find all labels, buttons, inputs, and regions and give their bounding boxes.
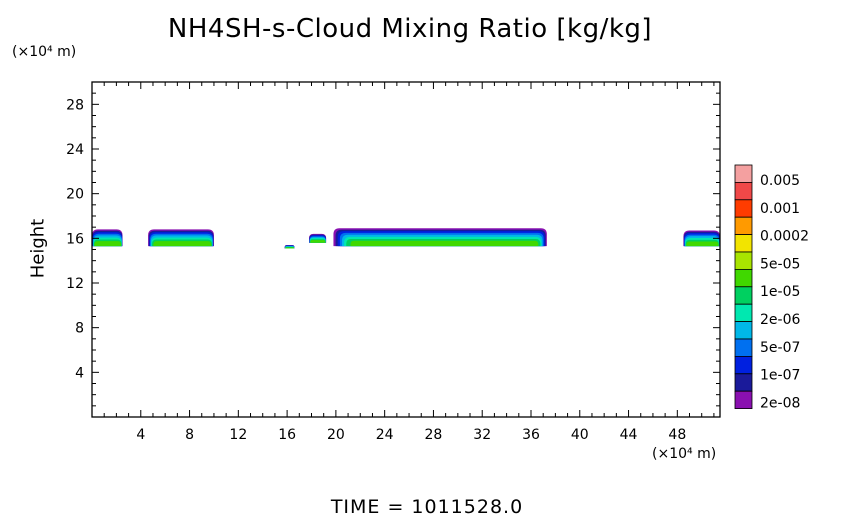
legend-swatch bbox=[734, 355, 753, 375]
x-tick-label: 40 bbox=[571, 427, 589, 443]
legend-label: 5e-07 bbox=[760, 340, 800, 356]
legend-swatch bbox=[734, 338, 753, 357]
legend-swatch bbox=[734, 390, 753, 410]
cloud-region bbox=[148, 229, 214, 247]
legend-swatch bbox=[734, 373, 753, 392]
legend-swatch bbox=[734, 286, 753, 305]
x-tick-label: 4 bbox=[136, 427, 145, 443]
x-tick-label: 12 bbox=[229, 427, 247, 443]
cloud-region bbox=[92, 229, 123, 247]
legend-swatch bbox=[734, 268, 753, 288]
y-axis-unit: (×10⁴ m) bbox=[12, 44, 77, 60]
cloud-region bbox=[309, 233, 327, 243]
chart-title: NH4SH-s-Cloud Mixing Ratio [kg/kg] bbox=[167, 14, 653, 44]
y-tick-label: 28 bbox=[66, 97, 84, 113]
legend-label: 0.001 bbox=[760, 201, 800, 217]
legend-swatch bbox=[734, 234, 753, 253]
y-tick-label: 16 bbox=[66, 231, 84, 247]
y-axis-label: Height bbox=[27, 218, 49, 279]
legend-label: 1e-05 bbox=[760, 284, 800, 300]
legend-swatch bbox=[734, 303, 753, 323]
cloud-region bbox=[284, 245, 295, 249]
legend-label: 5e-05 bbox=[760, 256, 800, 272]
x-tick-label: 20 bbox=[327, 427, 345, 443]
x-tick-label: 44 bbox=[620, 427, 638, 443]
y-tick-label: 20 bbox=[66, 187, 84, 203]
legend-swatch bbox=[734, 164, 753, 183]
x-tick-label: 16 bbox=[278, 427, 296, 443]
y-tick-label: 4 bbox=[75, 365, 84, 381]
legend-label: 2e-06 bbox=[760, 312, 800, 328]
legend-label: 2e-08 bbox=[760, 395, 800, 411]
legend-swatch bbox=[734, 216, 753, 235]
legend-swatch bbox=[734, 321, 753, 340]
cloud-region bbox=[683, 230, 720, 247]
x-tick-label: 32 bbox=[473, 427, 491, 443]
y-tick-label: 12 bbox=[66, 276, 84, 292]
legend-label: 0.0002 bbox=[760, 229, 809, 245]
x-tick-label: 8 bbox=[185, 427, 194, 443]
legend-swatch bbox=[734, 199, 753, 218]
plot-frame bbox=[91, 81, 721, 418]
x-tick-label: 24 bbox=[376, 427, 394, 443]
cloud-region bbox=[333, 228, 547, 247]
legend-swatch bbox=[734, 251, 753, 270]
legend-label: 1e-07 bbox=[760, 368, 800, 384]
time-footer: TIME = 1011528.0 bbox=[330, 496, 524, 518]
y-tick-label: 24 bbox=[66, 142, 84, 158]
x-axis-unit: (×10⁴ m) bbox=[652, 446, 717, 462]
x-tick-label: 48 bbox=[668, 427, 686, 443]
x-tick-label: 28 bbox=[425, 427, 443, 443]
x-tick-label: 36 bbox=[522, 427, 540, 443]
legend-swatch bbox=[734, 181, 753, 201]
legend-label: 0.005 bbox=[760, 173, 800, 189]
y-tick-label: 8 bbox=[75, 321, 84, 337]
